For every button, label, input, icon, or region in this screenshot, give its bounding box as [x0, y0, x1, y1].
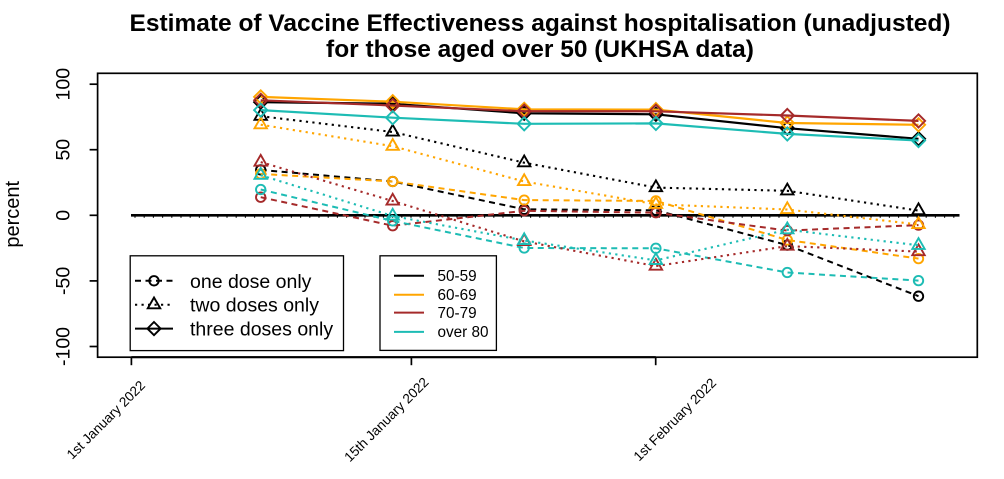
svg-text:0: 0 [53, 210, 75, 221]
svg-text:over 80: over 80 [438, 324, 489, 341]
svg-text:1st January 2022: 1st January 2022 [64, 378, 148, 462]
svg-text:1st February 2022: 1st February 2022 [631, 375, 720, 464]
svg-text:60-69: 60-69 [438, 287, 477, 304]
svg-text:100: 100 [53, 68, 75, 101]
svg-text:70-79: 70-79 [438, 305, 477, 322]
svg-text:one dose only: one dose only [190, 271, 312, 293]
svg-text:two doses only: two doses only [190, 295, 319, 317]
svg-text:50-59: 50-59 [438, 268, 477, 285]
svg-text:15th January 2022: 15th January 2022 [341, 375, 431, 465]
svg-text:-50: -50 [53, 267, 75, 295]
svg-text:-100: -100 [53, 327, 75, 366]
svg-text:percent: percent [2, 181, 24, 248]
svg-text:three doses only: three doses only [190, 319, 333, 341]
svg-text:50: 50 [53, 139, 75, 161]
svg-text:Estimate of Vaccine Effectiven: Estimate of Vaccine Effectiveness agains… [130, 10, 951, 37]
svg-text:for those aged over 50 (UKHSA: for those aged over 50 (UKHSA data) [326, 36, 754, 63]
